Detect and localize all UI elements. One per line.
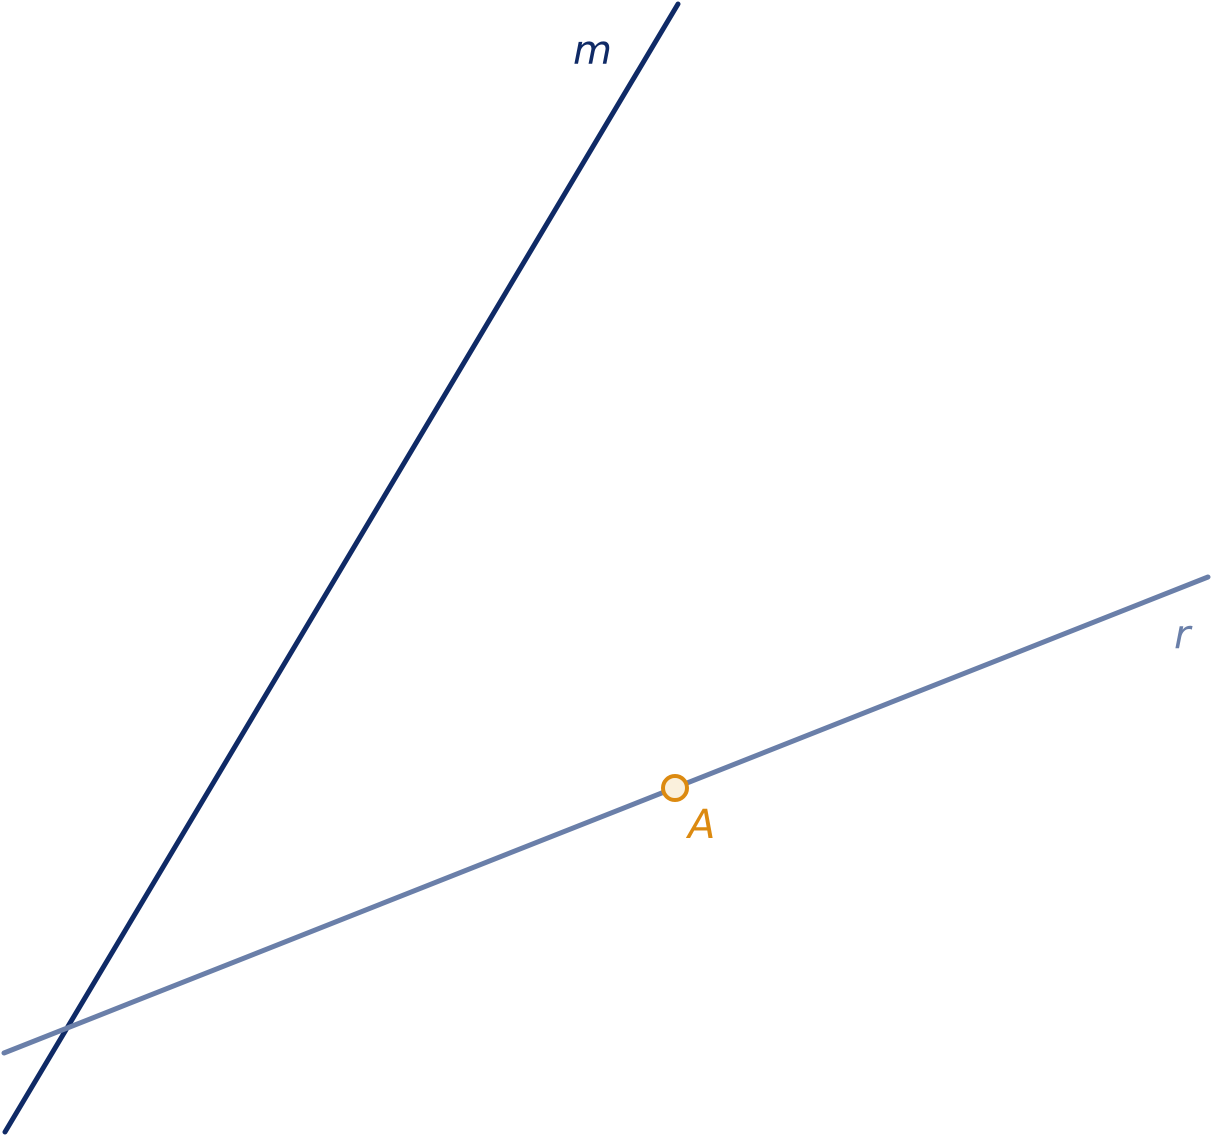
line-m-label: m — [573, 28, 612, 74]
point-a — [661, 774, 689, 802]
point-a-label: A — [685, 802, 715, 848]
line-r — [1, 574, 1211, 1056]
line-r-label: r — [1174, 612, 1193, 658]
line-m — [2, 1, 681, 1135]
